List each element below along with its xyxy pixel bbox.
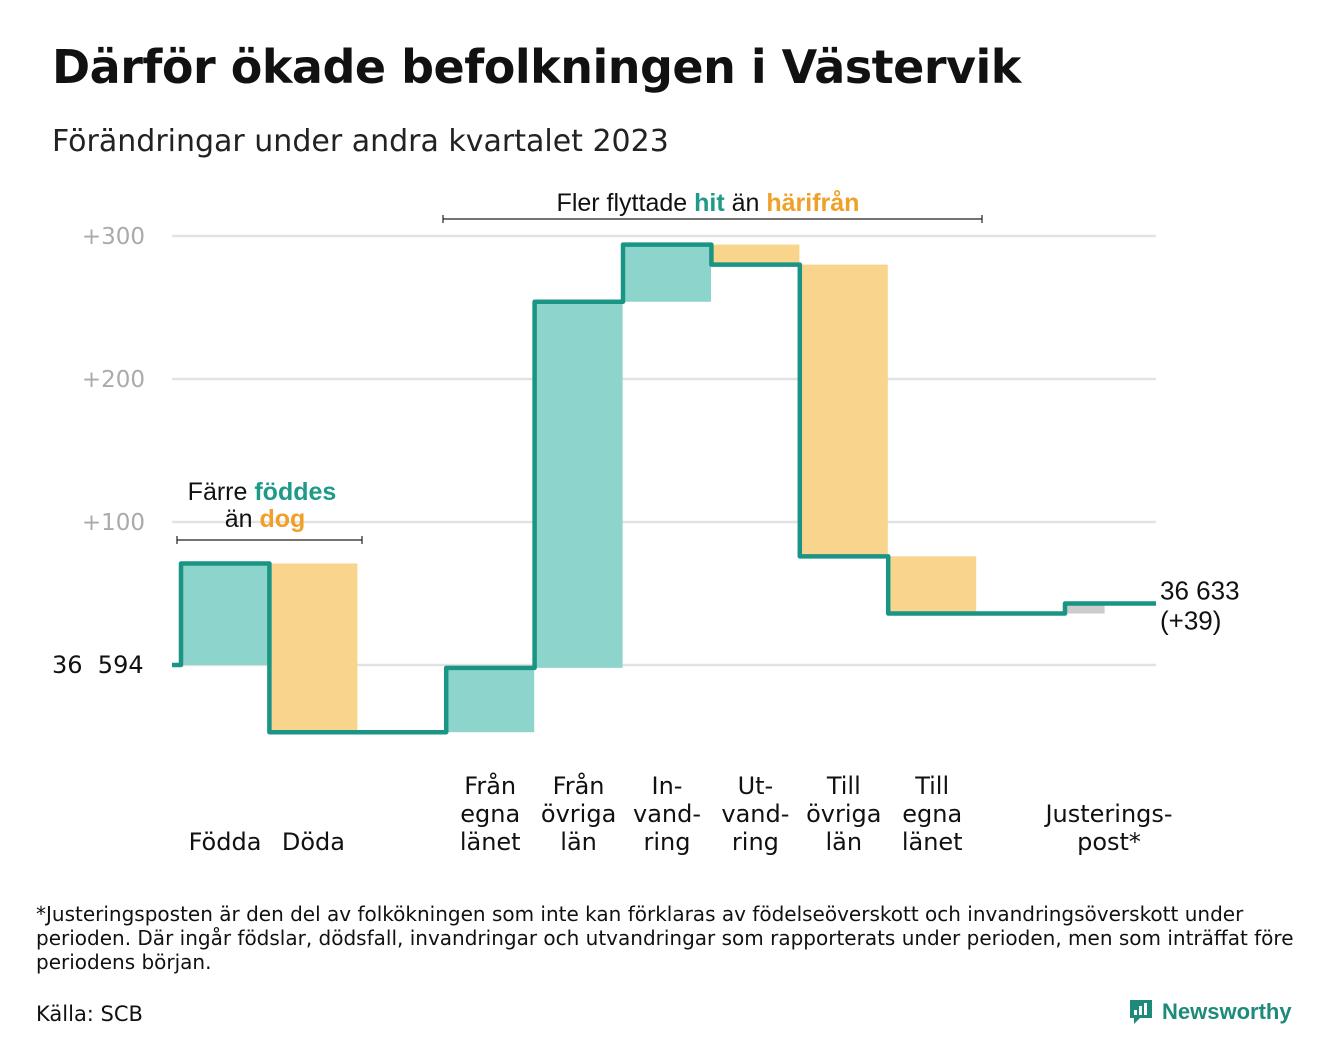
newsworthy-logo-icon (1130, 1000, 1152, 1024)
category-label: län (560, 828, 597, 856)
category-label: övriga (541, 800, 616, 828)
chart-title: Därför ökade befolkningen i Västervik (52, 40, 1021, 94)
footnote: *Justeringsposten är den del av folkökni… (36, 902, 1294, 974)
waterfall-bar (181, 563, 269, 665)
waterfall-bar (534, 301, 623, 668)
chart-subtitle: Förändringar under andra kvartalet 2023 (52, 124, 669, 159)
y-tick-label: +200 (82, 367, 145, 393)
migration-middle: än (725, 189, 767, 217)
migration-annotation: Fler flyttade hit än härifrån (557, 189, 860, 217)
births-highlight: föddes (254, 478, 336, 506)
y-tick-label: +300 (82, 224, 145, 250)
waterfall-bar (799, 264, 888, 557)
category-label: ring (644, 828, 691, 856)
category-label: länet (460, 828, 521, 856)
category-label: egna (902, 800, 962, 828)
waterfall-bar (446, 667, 535, 733)
annotations: Färre föddes än dog Fler flyttade hit än… (176, 189, 983, 544)
migration-prefix: Fler flyttade (557, 189, 695, 217)
category-label: In- (652, 772, 683, 800)
cumulative-step-line (172, 242, 1156, 735)
migration-hit: hit (694, 189, 725, 217)
end-value-label: 36 633 (1160, 576, 1240, 606)
waterfall-bar (269, 563, 358, 733)
category-label: egna (460, 800, 520, 828)
category-label: Ut- (738, 772, 774, 800)
category-label: Döda (282, 828, 345, 856)
deaths-prefix: än (225, 505, 260, 533)
end-change-label: (+39) (1160, 606, 1221, 636)
category-label: Från (464, 771, 516, 800)
waterfall-bar (1065, 603, 1105, 614)
category-label: Till (914, 772, 949, 800)
source-label: Källa: SCB (36, 1002, 143, 1026)
category-label: övriga (806, 800, 881, 828)
category-label: vand- (633, 800, 701, 828)
category-label: ring (732, 828, 779, 856)
migration-harifran: härifrån (766, 189, 859, 217)
category-label: vand- (721, 800, 789, 828)
bars (181, 244, 1105, 733)
category-label: post* (1077, 828, 1141, 856)
category-label: Justerings- (1043, 800, 1172, 828)
category-label: län (826, 828, 863, 856)
deaths-highlight: dog (259, 505, 305, 533)
births-deaths-annotation-line2: än dog (225, 505, 306, 533)
category-label: Födda (189, 828, 262, 856)
category-label: Till (826, 772, 861, 800)
waterfall-bar (711, 244, 800, 265)
category-label: länet (902, 828, 963, 856)
births-deaths-annotation-line1: Färre föddes (188, 478, 337, 506)
category-label: Från (553, 771, 605, 800)
cumulative-line (172, 242, 1156, 735)
waterfall-bar (888, 556, 977, 614)
newsworthy-logo: Newsworthy (1128, 998, 1292, 1026)
newsworthy-logo-text: Newsworthy (1162, 999, 1292, 1024)
y-tick-label: +100 (82, 510, 145, 536)
births-deaths-prefix: Färre (188, 478, 255, 506)
waterfall-bar (623, 244, 711, 302)
start-value-label: 36 594 (52, 651, 144, 679)
